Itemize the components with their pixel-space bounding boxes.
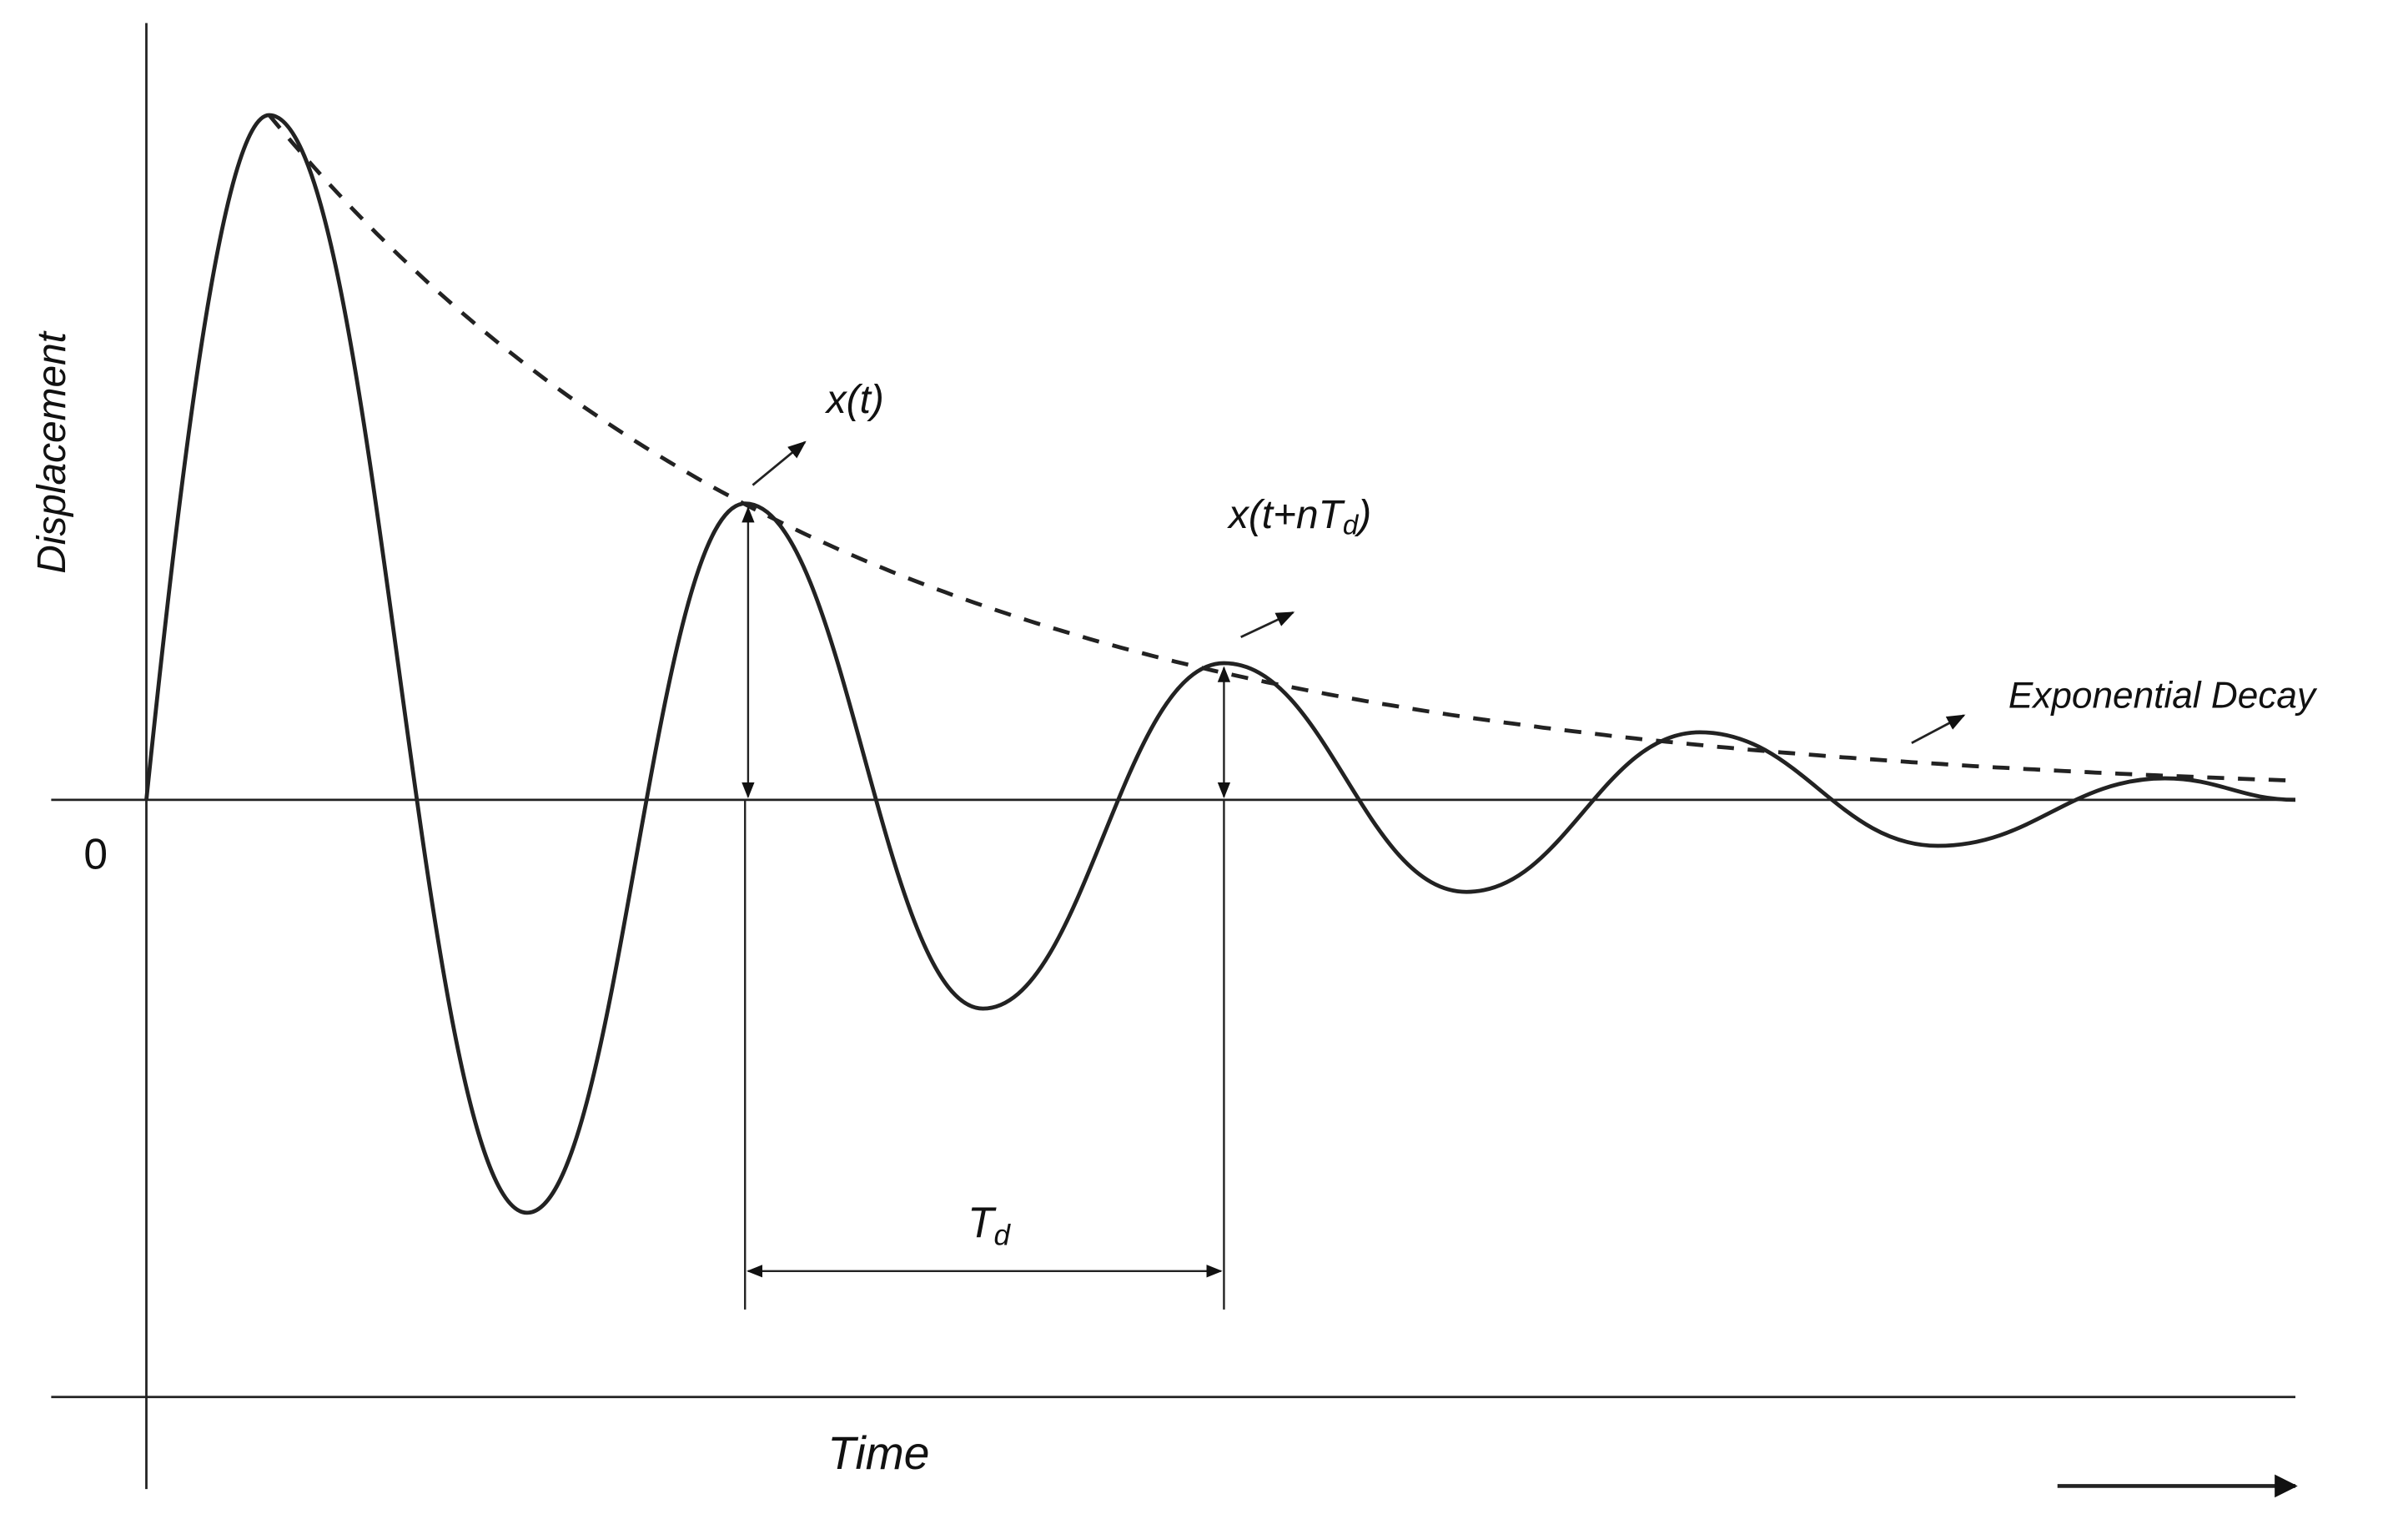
exponential-envelope — [267, 113, 2296, 783]
period-sub: d — [994, 1220, 1012, 1252]
pointer-arrow — [752, 440, 807, 486]
period-label: Td — [968, 1198, 1011, 1251]
period-main: T — [968, 1198, 997, 1246]
x-axis-label: Time — [827, 1427, 929, 1479]
annotation-sub: d — [1343, 510, 1360, 541]
origin-label: 0 — [83, 830, 108, 878]
annotation: x(t) — [825, 378, 884, 422]
annotation: x(t+nTd) — [1227, 493, 1371, 541]
annotation-tail: ) — [1354, 493, 1371, 537]
damped-oscillation — [144, 113, 2295, 1215]
annotation-main: x(t+nT — [1227, 493, 1346, 537]
pointer-arrow — [1911, 714, 1966, 744]
y-axis-label: Displacement — [30, 330, 74, 573]
pointer-arrow — [1240, 611, 1295, 638]
envelope-label: Exponential Decay — [2008, 675, 2318, 716]
